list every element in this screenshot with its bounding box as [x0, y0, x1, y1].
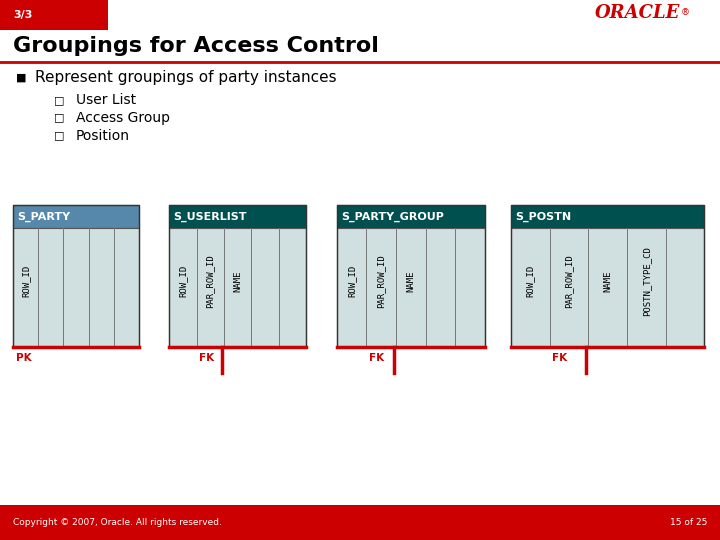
Bar — [511, 205, 704, 228]
Bar — [0, 505, 720, 540]
Text: ROW_ID: ROW_ID — [347, 265, 356, 298]
Text: FK: FK — [199, 353, 214, 363]
Text: ROW_ID: ROW_ID — [526, 265, 535, 298]
Text: ROW_ID: ROW_ID — [179, 265, 187, 298]
Text: S_USERLIST: S_USERLIST — [174, 211, 247, 222]
Bar — [511, 205, 704, 347]
Text: ■: ■ — [16, 73, 27, 83]
Text: Represent groupings of party instances: Represent groupings of party instances — [35, 70, 336, 85]
Text: Access Group: Access Group — [76, 111, 170, 125]
Text: FK: FK — [369, 353, 384, 363]
Text: □: □ — [54, 113, 65, 123]
Text: S_PARTY: S_PARTY — [17, 211, 71, 222]
Text: NAME: NAME — [603, 271, 612, 292]
Text: S_PARTY_GROUP: S_PARTY_GROUP — [341, 211, 444, 222]
Text: □: □ — [54, 131, 65, 140]
Text: POSTN_TYPE_CD: POSTN_TYPE_CD — [642, 246, 651, 316]
Text: 15 of 25: 15 of 25 — [670, 518, 707, 527]
Bar — [13, 205, 139, 228]
Text: PAR_ROW_ID: PAR_ROW_ID — [206, 254, 215, 308]
Bar — [13, 228, 139, 347]
FancyBboxPatch shape — [0, 0, 108, 30]
Bar — [169, 205, 306, 347]
Text: PAR_ROW_ID: PAR_ROW_ID — [564, 254, 574, 308]
Text: ROW_ID: ROW_ID — [21, 265, 30, 298]
Text: □: □ — [54, 95, 65, 105]
Text: S_POSTN: S_POSTN — [516, 211, 572, 222]
Bar — [169, 205, 306, 228]
Text: 3/3: 3/3 — [13, 10, 32, 20]
Text: PAR_ROW_ID: PAR_ROW_ID — [377, 254, 386, 308]
Text: Copyright © 2007, Oracle. All rights reserved.: Copyright © 2007, Oracle. All rights res… — [13, 518, 222, 527]
Text: ORACLE: ORACLE — [595, 4, 680, 23]
Text: ®: ® — [681, 9, 690, 17]
Bar — [13, 205, 139, 347]
Text: Groupings for Access Control: Groupings for Access Control — [13, 36, 379, 56]
Text: NAME: NAME — [233, 271, 242, 292]
Bar — [337, 205, 485, 347]
Text: User List: User List — [76, 93, 136, 107]
Text: PK: PK — [16, 353, 32, 363]
Bar — [511, 228, 704, 347]
Text: NAME: NAME — [406, 271, 415, 292]
Bar — [337, 228, 485, 347]
Text: FK: FK — [552, 353, 567, 363]
Bar — [169, 228, 306, 347]
Text: Position: Position — [76, 129, 130, 143]
Bar — [337, 205, 485, 228]
